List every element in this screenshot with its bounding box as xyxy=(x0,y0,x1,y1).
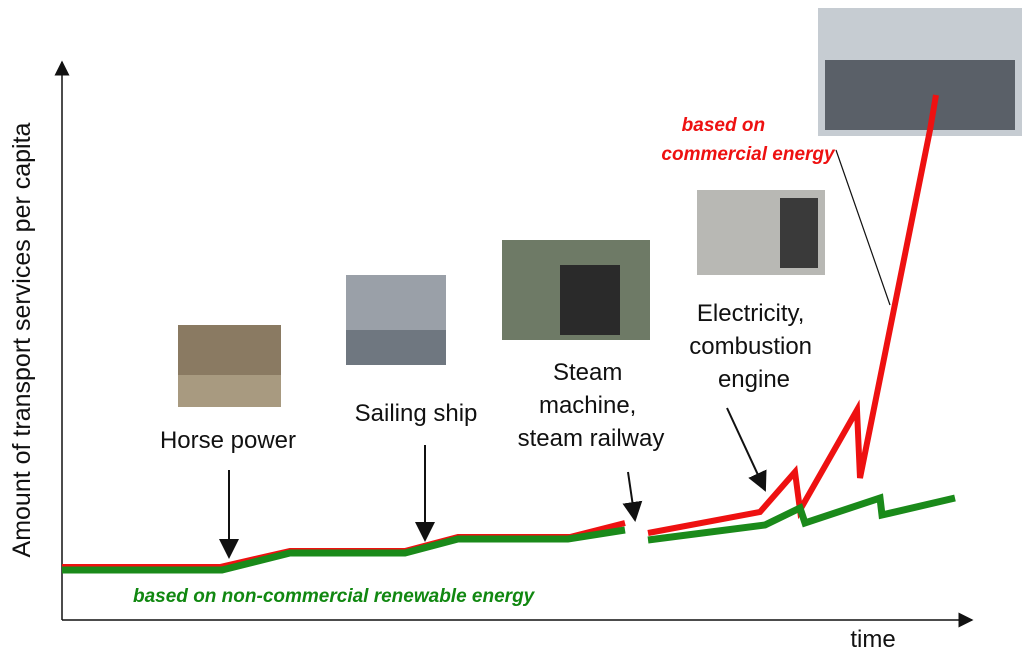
label-line: combustion xyxy=(689,333,812,360)
photos xyxy=(178,8,1022,407)
commercial-label: based on commercial energy xyxy=(661,115,836,165)
label-line: engine xyxy=(718,366,790,393)
renewable-curve xyxy=(62,526,626,574)
commercial-curve xyxy=(647,94,939,536)
stage-label: Electricity, combustion engine xyxy=(689,300,818,393)
arrow xyxy=(622,471,643,522)
pointer-line xyxy=(835,149,891,306)
stage-label: Steam machine, steam railway xyxy=(518,359,665,452)
renewable-label: based on non-commercial renewable energy xyxy=(133,586,536,607)
photo-sea xyxy=(346,330,446,365)
label-line: steam railway xyxy=(518,425,665,452)
label-line: machine, xyxy=(539,392,636,419)
photo-cars xyxy=(825,60,1015,130)
label-line: Horse power xyxy=(160,427,296,454)
photo-pump xyxy=(780,198,818,268)
stage-label: Sailing ship xyxy=(355,400,478,427)
renewable-curve xyxy=(647,493,956,544)
x-axis-label: time xyxy=(850,626,895,653)
label-line: Electricity, xyxy=(697,300,805,327)
label-line: Sailing ship xyxy=(355,400,478,427)
label-line: Steam xyxy=(553,359,622,386)
label-line: based on xyxy=(682,115,765,136)
commercial-curve xyxy=(62,520,626,570)
photo-engine xyxy=(560,265,620,335)
label-line: commercial energy xyxy=(661,144,836,165)
photo-ground xyxy=(178,375,281,407)
arrow xyxy=(726,407,767,492)
stage-label: Horse power xyxy=(160,427,296,454)
y-axis-label: Amount of transport services per capita xyxy=(8,122,36,557)
